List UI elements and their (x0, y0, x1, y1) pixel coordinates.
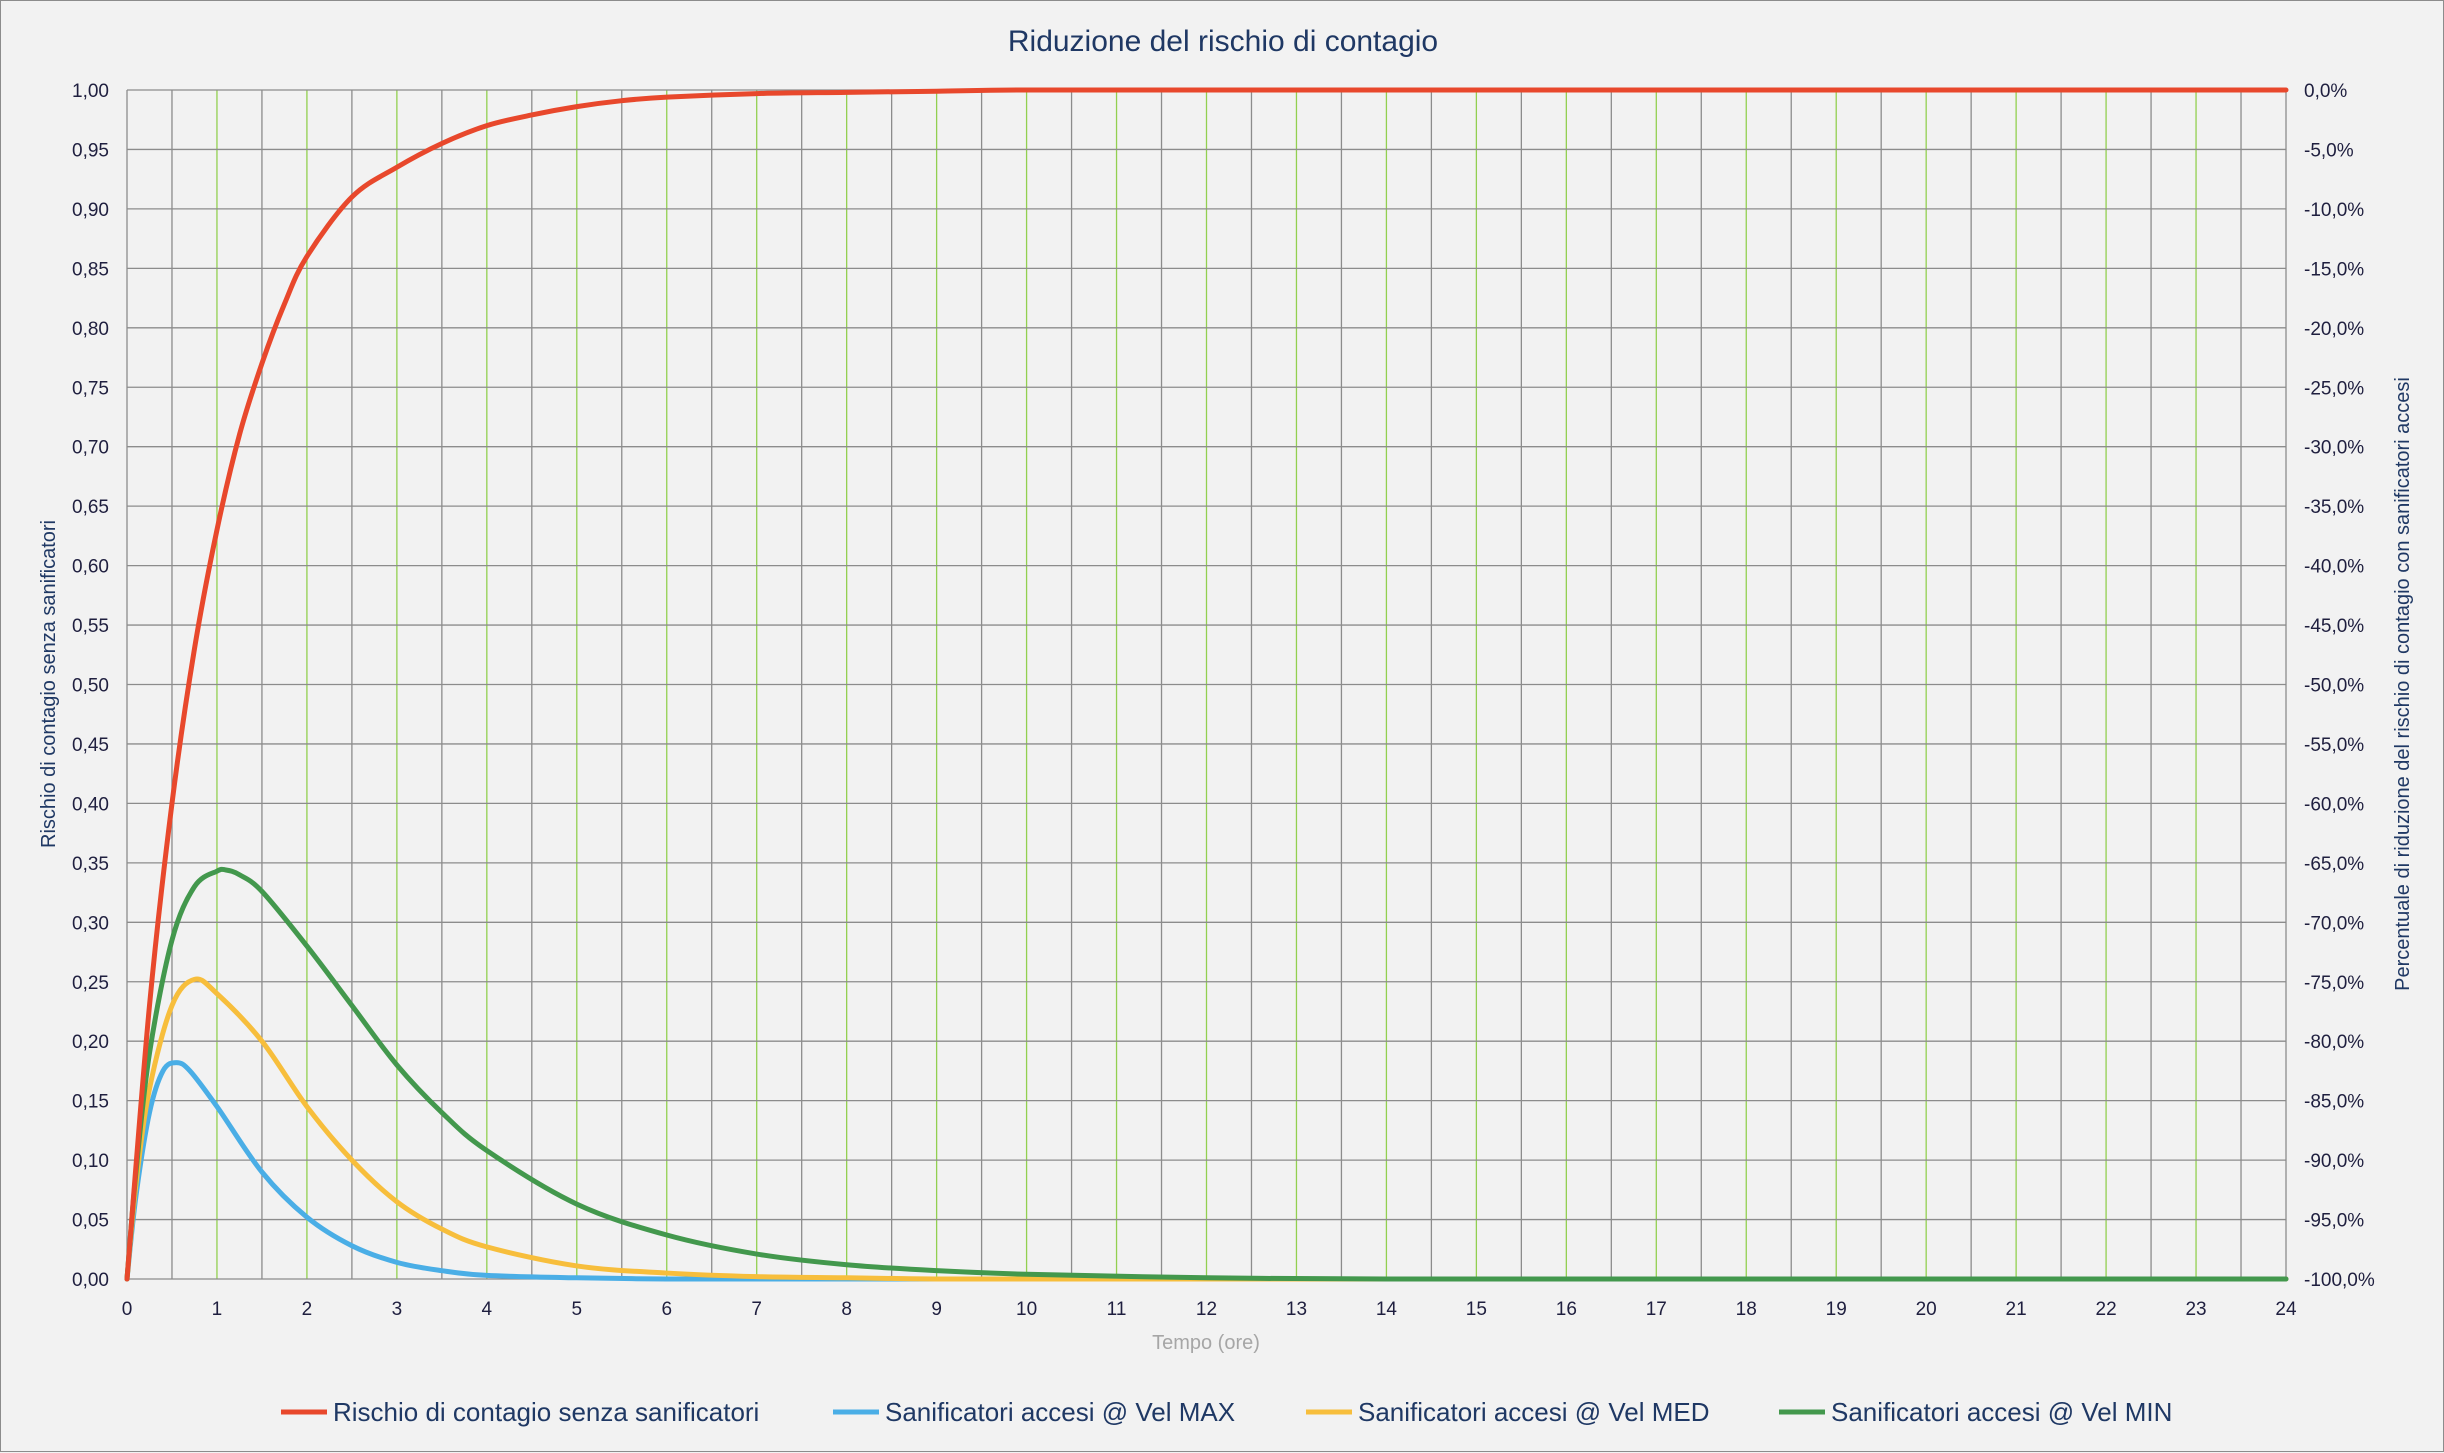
x-tick-label: 10 (1016, 1299, 1037, 1320)
legend-label: Sanificatori accesi @ Vel MAX (885, 1397, 1235, 1427)
y2-tick-label: -70,0% (2304, 913, 2364, 934)
x-tick-label: 2 (302, 1299, 313, 1320)
x-tick-label: 16 (1556, 1299, 1577, 1320)
x-tick-label: 18 (1736, 1299, 1757, 1320)
legend-label: Sanificatori accesi @ Vel MIN (1831, 1397, 2172, 1427)
y2-tick-label: -90,0% (2304, 1151, 2364, 1172)
y2-tick-label: -10,0% (2304, 200, 2364, 221)
y-tick-label: 0,90 (72, 200, 109, 221)
chart-title: Riduzione del rischio di contagio (1008, 25, 1438, 58)
y-tick-label: 0,75 (72, 378, 109, 399)
x-tick-label: 20 (1916, 1299, 1937, 1320)
y-tick-label: 0,05 (72, 1211, 109, 1232)
legend-label: Sanificatori accesi @ Vel MED (1358, 1397, 1710, 1427)
y2-tick-label: -40,0% (2304, 557, 2364, 578)
y-tick-label: 0,85 (72, 259, 109, 280)
y2-tick-label: -60,0% (2304, 794, 2364, 815)
series-line-1 (124, 87, 2289, 1282)
y2-tick-label: -15,0% (2304, 259, 2364, 280)
y2-tick-label: -65,0% (2304, 854, 2364, 875)
series-line-3 (124, 976, 2289, 1282)
x-tick-label: 6 (661, 1299, 672, 1320)
y-tick-label: 1,00 (72, 81, 109, 102)
y2-tick-label: -5,0% (2304, 140, 2354, 161)
y2-tick-label: -75,0% (2304, 973, 2364, 994)
y-tick-label: 0,20 (72, 1032, 109, 1053)
y-axis-ticks: 0,00 0,05 0,10 0,15 0,20 0,25 0,30 0,35 0,40 0,45… (72, 81, 109, 1291)
x-tick-label: 1 (212, 1299, 223, 1320)
y-tick-label: 0,65 (72, 497, 109, 518)
y2-tick-label: -85,0% (2304, 1092, 2364, 1113)
y-tick-label: 0,00 (72, 1270, 109, 1291)
y-tick-label: 0,25 (72, 973, 109, 994)
x-tick-label: 0 (122, 1299, 133, 1320)
y-axis-label: Rischio di contagio senza sanificatori (38, 520, 60, 848)
y2-tick-label: -80,0% (2304, 1032, 2364, 1053)
y-tick-label: 0,55 (72, 616, 109, 637)
series-lines (124, 87, 2289, 1282)
grid-lines (126, 89, 2287, 1280)
x-tick-label: 4 (482, 1299, 493, 1320)
y2-tick-label: -35,0% (2304, 497, 2364, 518)
y-tick-label: 0,35 (72, 854, 109, 875)
y-tick-label: 0,80 (72, 319, 109, 340)
y2-tick-label: -20,0% (2304, 319, 2364, 340)
y2-tick-label: -55,0% (2304, 735, 2364, 756)
series-line-4 (124, 866, 2289, 1282)
x-tick-label: 13 (1286, 1299, 1307, 1320)
x-tick-label: 14 (1376, 1299, 1398, 1320)
x-tick-label: 24 (2275, 1299, 2297, 1320)
y-tick-label: 0,30 (72, 913, 109, 934)
x-tick-label: 15 (1466, 1299, 1487, 1320)
y2-tick-label: -30,0% (2304, 438, 2364, 459)
y-tick-label: 0,15 (72, 1092, 109, 1113)
y2-tick-label: 0,0% (2304, 81, 2347, 102)
y2-tick-label: -100,0% (2304, 1270, 2375, 1291)
y-tick-label: 0,95 (72, 140, 109, 161)
x-axis-ticks: 0 1 2 3 4 5 6 7 8 9 10 11 12 13 14 15 16 17 18 19 20 21 22 23 24 (122, 1299, 2297, 1320)
y2-tick-label: -95,0% (2304, 1211, 2364, 1232)
x-tick-label: 22 (2096, 1299, 2117, 1320)
y-tick-label: 0,50 (72, 676, 109, 697)
x-tick-label: 21 (2006, 1299, 2027, 1320)
y-tick-label: 0,60 (72, 557, 109, 578)
y2-tick-label: -50,0% (2304, 676, 2364, 697)
y2-tick-label: -45,0% (2304, 616, 2364, 637)
x-tick-label: 17 (1646, 1299, 1667, 1320)
x-tick-label: 5 (572, 1299, 583, 1320)
y2-axis-label: Percentuale di riduzione del rischio di … (2392, 377, 2414, 991)
legend-label: Rischio di contagio senza sanificatori (333, 1397, 759, 1427)
y2-tick-label: -25,0% (2304, 378, 2364, 399)
x-tick-label: 11 (1107, 1299, 1127, 1320)
legend: Rischio di contagio senza sanificatori Sa… (281, 1397, 2172, 1427)
x-axis-label: Tempo (ore) (1152, 1332, 1260, 1354)
x-tick-label: 12 (1196, 1299, 1217, 1320)
y-tick-label: 0,45 (72, 735, 109, 756)
x-tick-label: 23 (2185, 1299, 2206, 1320)
x-tick-label: 3 (392, 1299, 403, 1320)
y-tick-label: 0,40 (72, 794, 109, 815)
x-tick-label: 7 (751, 1299, 762, 1320)
x-tick-label: 8 (841, 1299, 852, 1320)
x-tick-label: 19 (1826, 1299, 1847, 1320)
y-tick-label: 0,10 (72, 1151, 109, 1172)
x-tick-label: 9 (931, 1299, 942, 1320)
y2-axis-ticks: -100,0% -95,0% -90,0% -85,0% -80,0% -75,0% -70… (2304, 81, 2375, 1291)
y-tick-label: 0,70 (72, 438, 109, 459)
